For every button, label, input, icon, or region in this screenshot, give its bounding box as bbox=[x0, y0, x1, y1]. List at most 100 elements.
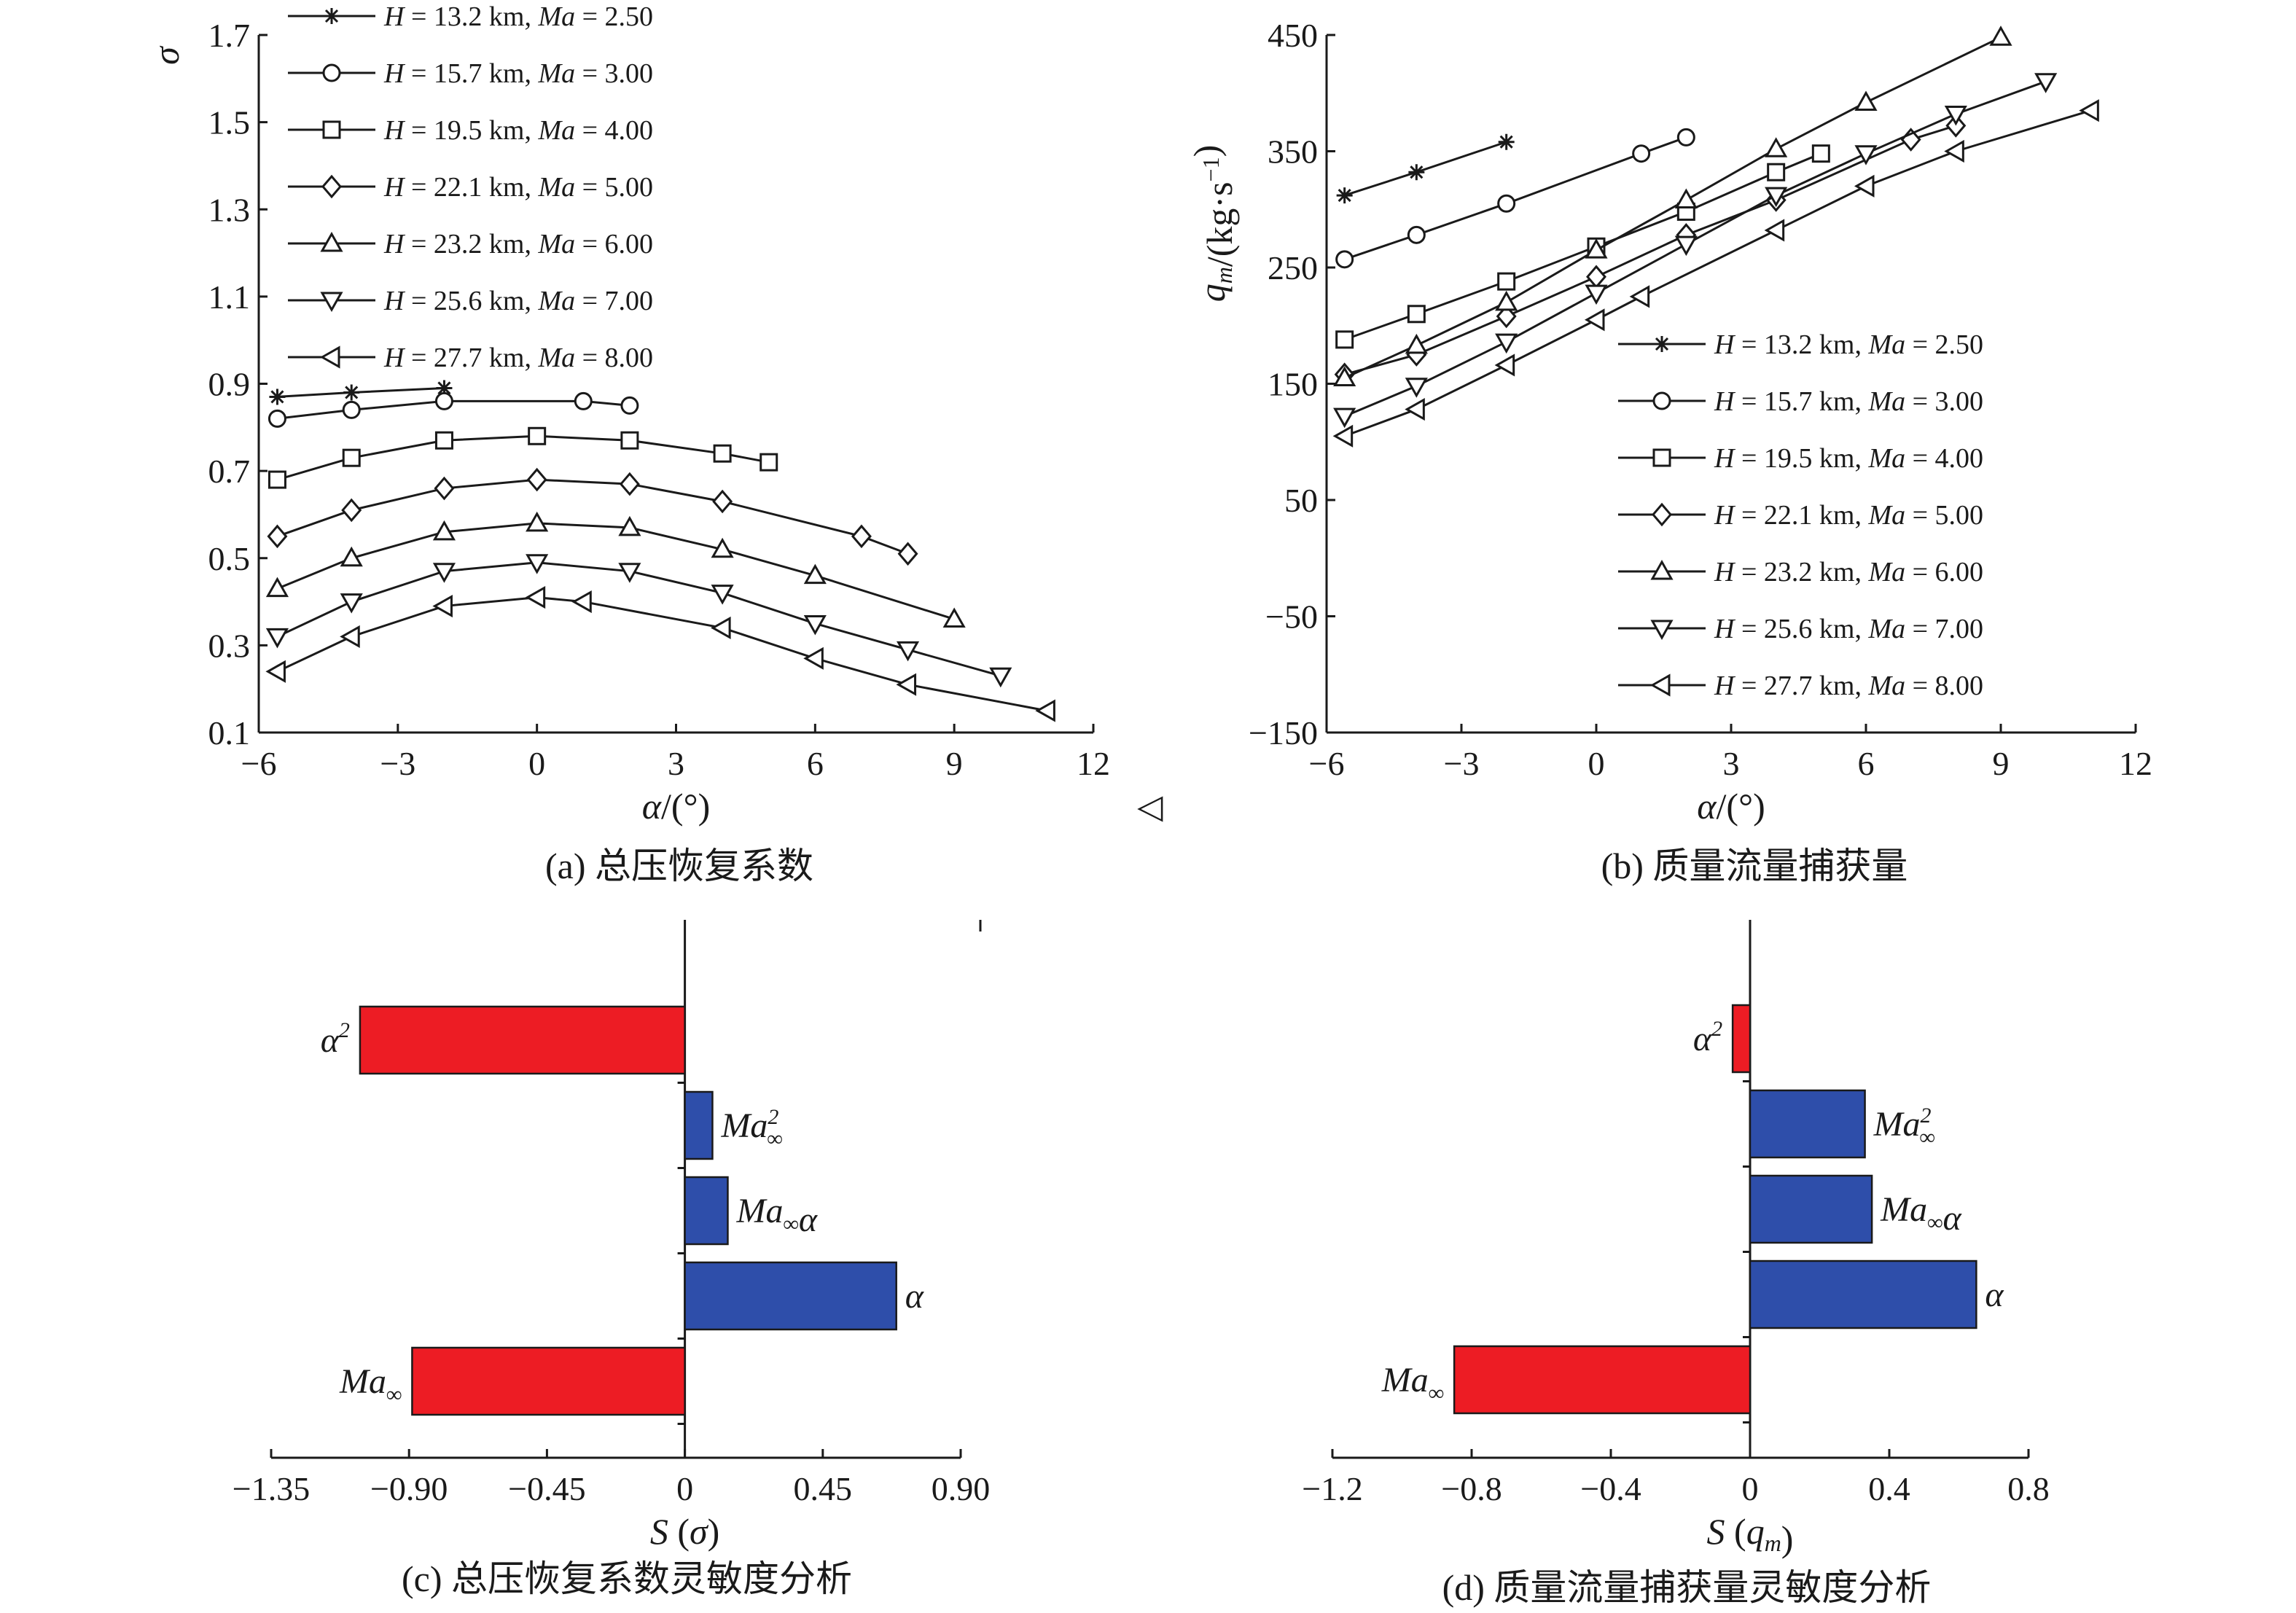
legend-entry: H = 13.2 km, Ma = 2.50 bbox=[288, 1, 653, 32]
data-point bbox=[2034, 73, 2058, 93]
data-point bbox=[1585, 238, 1608, 259]
data-point bbox=[1405, 398, 1425, 421]
data-point bbox=[1900, 128, 1921, 152]
data-point bbox=[803, 647, 824, 670]
legend-label: H = 25.6 km, Ma = 7.00 bbox=[383, 286, 653, 316]
data-point bbox=[265, 660, 286, 683]
x-tick-label: −6 bbox=[1309, 745, 1345, 782]
data-point bbox=[1585, 284, 1608, 305]
data-point bbox=[1854, 90, 1878, 112]
data-point bbox=[1944, 139, 1964, 163]
bar bbox=[684, 1176, 729, 1246]
data-point bbox=[942, 607, 966, 628]
data-point bbox=[1989, 26, 2012, 46]
data-point bbox=[1586, 265, 1606, 289]
data-point bbox=[571, 590, 592, 614]
bar-label: α2 bbox=[321, 1018, 350, 1060]
bar-label: Ma∞ bbox=[1381, 1361, 1444, 1405]
caption-a: (a) 总压恢复系数 bbox=[545, 845, 813, 886]
panel-c-chart: −1.35 −0.90 −0.45 0 0.45 0.90 α2 Ma2 ∞ Ma∞α α Ma∞ S … bbox=[233, 920, 990, 1552]
data-point bbox=[1494, 354, 1515, 377]
y-tick-label: 0.9 bbox=[208, 366, 251, 403]
legend-label: H = 22.1 km, Ma = 5.00 bbox=[383, 172, 653, 203]
x-tick-label: 0.90 bbox=[932, 1470, 991, 1507]
legend-marker bbox=[1654, 336, 1670, 352]
legend-marker bbox=[320, 231, 343, 252]
series-triangle-left bbox=[1332, 99, 2099, 448]
data-point bbox=[1944, 105, 1967, 126]
y-tick-label: 0.7 bbox=[208, 453, 251, 490]
x-axis-label: α/(°) bbox=[642, 786, 710, 827]
data-point bbox=[620, 431, 639, 450]
y-tick-label: 0.5 bbox=[208, 540, 251, 577]
data-point bbox=[1405, 378, 1428, 398]
y-tick-label: −150 bbox=[1249, 714, 1318, 751]
bar bbox=[359, 1005, 686, 1075]
x-tick-label: 9 bbox=[1993, 745, 2010, 782]
data-point bbox=[1765, 137, 1788, 157]
data-point bbox=[526, 554, 549, 574]
caption-d: (d) 质量流量捕获量灵敏度分析 bbox=[1442, 1567, 1932, 1608]
legend-entry: H = 19.5 km, Ma = 4.00 bbox=[288, 115, 653, 146]
data-point bbox=[1767, 163, 1786, 181]
data-point bbox=[574, 391, 593, 410]
data-point bbox=[528, 426, 547, 445]
series-triangle-up bbox=[1333, 26, 2012, 387]
y-tick-label: 150 bbox=[1268, 366, 1318, 403]
series-line bbox=[276, 561, 1001, 677]
data-point bbox=[526, 467, 547, 492]
x-tick-label: 3 bbox=[668, 745, 684, 782]
legend-label: H = 23.2 km, Ma = 6.00 bbox=[1714, 557, 1983, 587]
data-point bbox=[432, 594, 453, 618]
data-point bbox=[618, 563, 641, 583]
data-point bbox=[265, 628, 289, 649]
data-point bbox=[434, 431, 453, 450]
legend-entry: H = 25.6 km, Ma = 7.00 bbox=[1618, 614, 1983, 644]
legend-entry: H = 23.2 km, Ma = 6.00 bbox=[288, 229, 653, 259]
y-axis-label: σ bbox=[146, 45, 187, 65]
bar-label: Ma2 ∞ bbox=[1873, 1104, 1935, 1149]
data-point bbox=[896, 673, 917, 696]
data-point bbox=[760, 453, 778, 472]
x-tick-label: 0 bbox=[676, 1470, 693, 1507]
data-point bbox=[1407, 225, 1426, 244]
legend-entry: H = 22.1 km, Ma = 5.00 bbox=[1618, 500, 1983, 531]
data-point bbox=[712, 489, 733, 514]
x-tick-label: 3 bbox=[1723, 745, 1740, 782]
data-point bbox=[1035, 699, 1055, 722]
legend-entry: H = 22.1 km, Ma = 5.00 bbox=[288, 172, 653, 203]
legend-marker bbox=[1652, 448, 1671, 467]
data-point bbox=[1336, 187, 1353, 204]
x-tick-label: 0.45 bbox=[794, 1470, 853, 1507]
legend-label: H = 13.2 km, Ma = 2.50 bbox=[1714, 329, 1983, 360]
series-triangle-down bbox=[1333, 73, 2058, 429]
legend-entry: H = 13.2 km, Ma = 2.50 bbox=[1618, 329, 1983, 360]
data-point bbox=[340, 546, 363, 567]
legend-marker bbox=[322, 120, 341, 139]
data-point bbox=[1629, 285, 1650, 308]
y-axis-label: qm/(kg·s−1) bbox=[1186, 145, 1240, 302]
data-point bbox=[267, 524, 288, 549]
y-tick-label: 450 bbox=[1268, 17, 1318, 54]
data-point bbox=[897, 542, 918, 566]
legend-entry: H = 27.7 km, Ma = 8.00 bbox=[288, 343, 653, 373]
legend-label: H = 15.7 km, Ma = 3.00 bbox=[383, 58, 653, 89]
data-point bbox=[1632, 144, 1651, 163]
data-point bbox=[1333, 366, 1356, 387]
y-tick-label: 1.7 bbox=[208, 17, 251, 54]
series-line bbox=[1344, 36, 2002, 379]
data-point bbox=[1335, 250, 1354, 269]
bar bbox=[684, 1090, 714, 1160]
data-point bbox=[343, 384, 360, 401]
legend-label: H = 23.2 km, Ma = 6.00 bbox=[383, 229, 653, 259]
x-tick-label: −0.45 bbox=[508, 1470, 585, 1507]
series-star bbox=[269, 380, 453, 405]
data-point bbox=[711, 537, 734, 558]
bar-label: Ma∞α bbox=[1880, 1190, 1961, 1238]
data-point bbox=[1495, 333, 1518, 354]
panel-d-chart: −1.2 −0.8 −0.4 0 0.4 0.8 α2 Ma2 ∞ Ma∞α α Ma∞ S (qm) bbox=[1302, 920, 2050, 1559]
data-point bbox=[803, 614, 827, 636]
legend-entry: H = 23.2 km, Ma = 6.00 bbox=[1618, 557, 1983, 587]
legend-label: H = 27.7 km, Ma = 8.00 bbox=[1714, 671, 1983, 701]
bar bbox=[1731, 1004, 1752, 1074]
